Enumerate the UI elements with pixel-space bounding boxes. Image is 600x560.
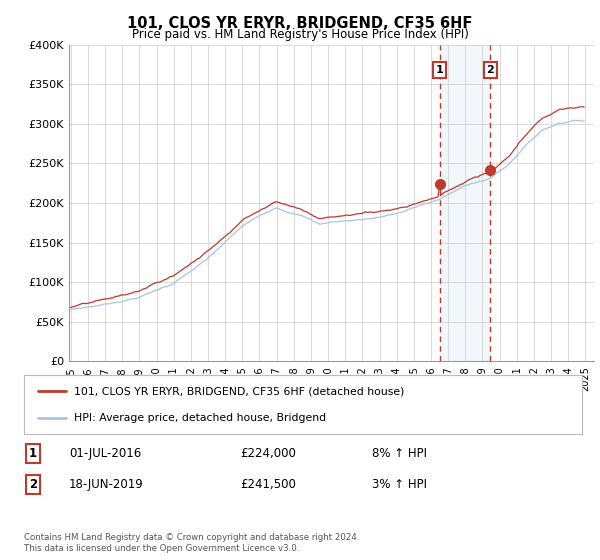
Text: Price paid vs. HM Land Registry's House Price Index (HPI): Price paid vs. HM Land Registry's House …: [131, 28, 469, 41]
Text: 3% ↑ HPI: 3% ↑ HPI: [372, 478, 427, 491]
Text: 101, CLOS YR ERYR, BRIDGEND, CF35 6HF: 101, CLOS YR ERYR, BRIDGEND, CF35 6HF: [127, 16, 473, 31]
Text: 101, CLOS YR ERYR, BRIDGEND, CF35 6HF (detached house): 101, CLOS YR ERYR, BRIDGEND, CF35 6HF (d…: [74, 386, 404, 396]
Bar: [440, 45, 490, 361]
Text: £241,500: £241,500: [240, 478, 296, 491]
Text: Contains HM Land Registry data © Crown copyright and database right 2024.
This d: Contains HM Land Registry data © Crown c…: [24, 533, 359, 553]
Text: 2: 2: [487, 65, 494, 75]
Text: 1: 1: [436, 65, 443, 75]
Text: 1: 1: [29, 447, 37, 460]
Text: 8% ↑ HPI: 8% ↑ HPI: [372, 447, 427, 460]
Text: 18-JUN-2019: 18-JUN-2019: [69, 478, 144, 491]
Text: HPI: Average price, detached house, Bridgend: HPI: Average price, detached house, Brid…: [74, 413, 326, 423]
Text: 01-JUL-2016: 01-JUL-2016: [69, 447, 141, 460]
Text: £224,000: £224,000: [240, 447, 296, 460]
Text: 2: 2: [29, 478, 37, 491]
